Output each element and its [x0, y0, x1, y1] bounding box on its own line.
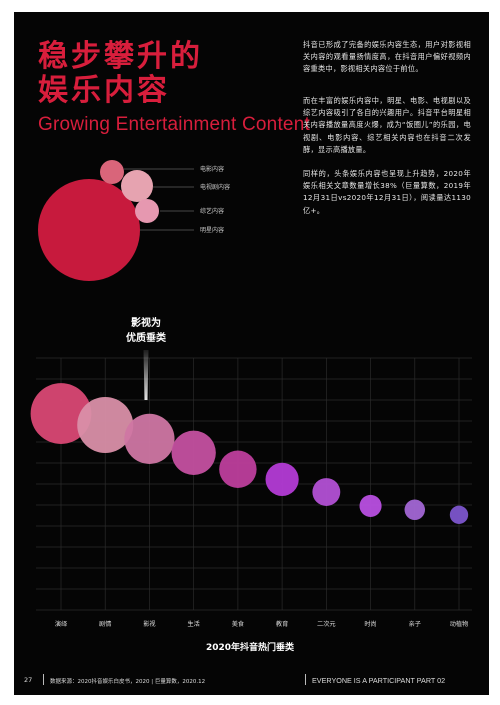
paragraph-3: 同样的，头条娱乐内容也呈现上升趋势，2020年娱乐相关文章数量增长38%（巨量算…: [303, 169, 471, 215]
x-tick-label: 生活: [187, 620, 199, 628]
chart-x-labels: 演绎 剧情 影视 生活 美食 教育 二次元 时尚 亲子 动植物: [55, 620, 468, 628]
x-tick-label: 亲子: [409, 620, 421, 628]
bubble-10: [449, 505, 469, 524]
page-subtitle: Growing Entertainment Content: [38, 114, 310, 135]
footer-divider: [43, 674, 44, 685]
bubble-7: [312, 478, 341, 506]
bubble-1: [30, 383, 92, 444]
top-label-star: 明星内容: [200, 226, 224, 234]
top-label-movie: 电影内容: [200, 165, 224, 173]
chart-grid: [36, 357, 472, 611]
bubble-2: [77, 396, 134, 453]
bubble-3: [124, 413, 175, 464]
bubble-4: [171, 430, 216, 475]
top-label-tv: 电视剧内容: [200, 183, 230, 191]
callout-line-2: 优质垂类: [126, 331, 166, 344]
bubble-5: [219, 450, 257, 488]
x-tick-label: 美食: [232, 620, 245, 628]
top-label-variety: 综艺内容: [200, 207, 224, 215]
x-tick-label: 动植物: [450, 620, 469, 628]
page-number: 27: [24, 676, 33, 684]
x-tick-label: 教育: [276, 620, 288, 628]
x-tick-label: 二次元: [317, 620, 336, 628]
dark-panel: [14, 12, 489, 695]
callout-beam: [143, 350, 149, 400]
chart-title: 2020年抖音热门垂类: [206, 641, 295, 653]
top-bubble-movie: [100, 160, 124, 184]
x-tick-label: 影视: [143, 620, 155, 628]
top-bubble-tv: [121, 170, 153, 202]
footer-right-text: EVERYONE IS A PARTICIPANT PART 02: [312, 676, 446, 685]
paragraph-1: 抖音已形成了完备的娱乐内容生态，用户对影视相关内容的观看量扬情度高，在抖音用户偏…: [303, 40, 471, 74]
paragraph-2: 而在丰富的娱乐内容中，明星、电影、电视剧以及综艺内容吸引了各自的兴趣用户。抖音平…: [303, 96, 471, 154]
bubble-9: [404, 499, 426, 520]
x-tick-label: 剧情: [99, 620, 111, 628]
callout-line-1: 影视为: [131, 316, 161, 329]
bubble-6: [265, 462, 299, 496]
page-title-line-1: 稳步攀升的: [38, 39, 203, 74]
footer-divider-right: [305, 674, 306, 685]
footer-source: 数据来源：2020抖音娱乐白皮书，2020 | 巨量算数，2020.12: [50, 679, 206, 685]
top-bubble-variety: [135, 199, 159, 223]
page-title-line-2: 娱乐内容: [38, 73, 170, 108]
chart-stems: [59, 411, 461, 612]
chart-bubbles: [30, 383, 469, 524]
top-bubble-star: [38, 179, 140, 281]
x-tick-label: 时尚: [364, 620, 376, 628]
x-tick-label: 演绎: [55, 620, 68, 628]
bubble-8: [359, 494, 382, 517]
